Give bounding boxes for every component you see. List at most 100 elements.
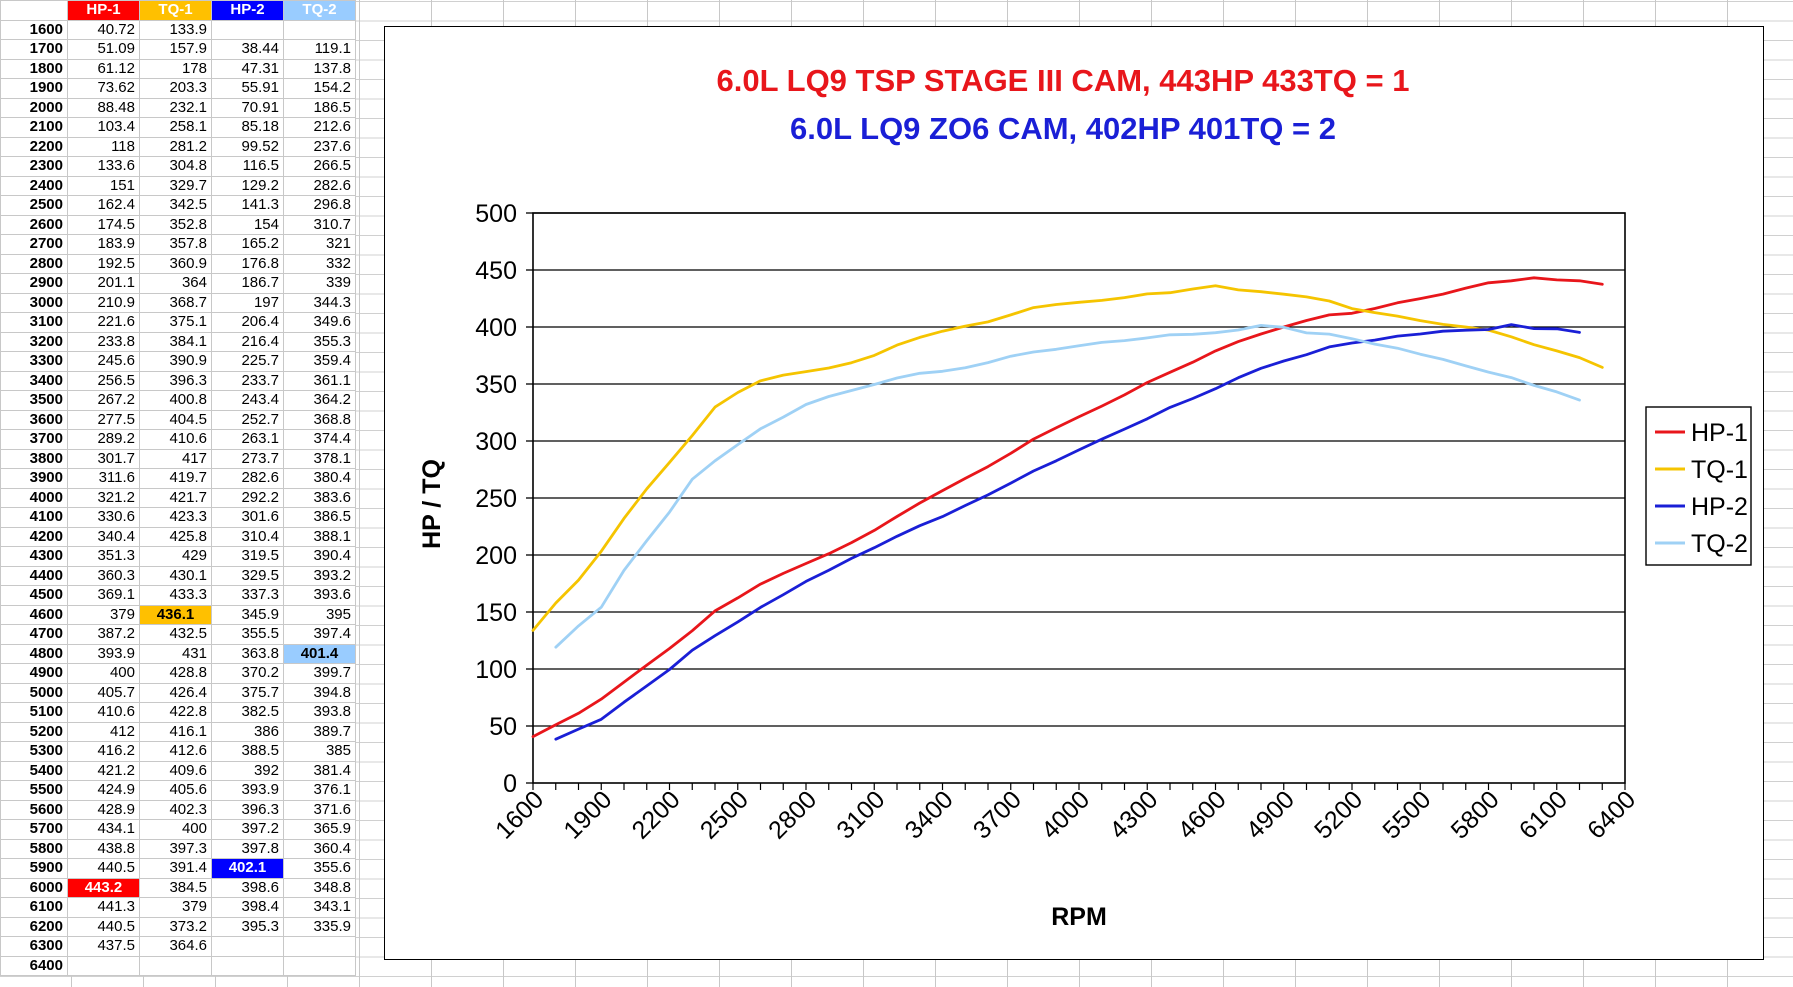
value-cell[interactable]: 355.6 [283, 858, 356, 879]
rpm-cell[interactable]: 1900 [0, 78, 68, 99]
value-cell[interactable]: 154.2 [283, 78, 356, 99]
value-cell[interactable]: 301.7 [67, 448, 140, 469]
value-cell[interactable]: 375.7 [211, 682, 284, 703]
value-cell[interactable]: 393.9 [211, 780, 284, 801]
value-cell[interactable]: 61.12 [67, 58, 140, 79]
value-cell[interactable]: 416.2 [67, 741, 140, 762]
value-cell[interactable]: 129.2 [211, 175, 284, 196]
rpm-cell[interactable]: 2100 [0, 117, 68, 138]
value-cell[interactable]: 216.4 [211, 331, 284, 352]
value-cell[interactable]: 383.6 [283, 487, 356, 508]
value-cell[interactable]: 361.1 [283, 370, 356, 391]
value-cell[interactable]: 360.9 [139, 253, 212, 274]
value-cell[interactable]: 384.1 [139, 331, 212, 352]
value-cell[interactable]: 151 [67, 175, 140, 196]
rpm-cell[interactable]: 4900 [0, 663, 68, 684]
rpm-cell[interactable]: 2800 [0, 253, 68, 274]
value-cell[interactable]: 282.6 [211, 468, 284, 489]
value-cell[interactable]: 342.5 [139, 195, 212, 216]
value-cell[interactable]: 154 [211, 214, 284, 235]
value-cell[interactable]: 258.1 [139, 117, 212, 138]
value-cell[interactable]: 192.5 [67, 253, 140, 274]
value-cell[interactable]: 380.4 [283, 468, 356, 489]
value-cell[interactable]: 443.2 [67, 877, 140, 898]
value-cell[interactable]: 393.8 [283, 702, 356, 723]
value-cell[interactable]: 396.3 [139, 370, 212, 391]
value-cell[interactable]: 421.7 [139, 487, 212, 508]
value-cell[interactable]: 400 [139, 819, 212, 840]
value-cell[interactable]: 118 [67, 136, 140, 157]
rpm-cell[interactable]: 5900 [0, 858, 68, 879]
rpm-cell[interactable]: 5200 [0, 721, 68, 742]
value-cell[interactable]: 119.1 [283, 39, 356, 60]
value-cell[interactable]: 186.7 [211, 273, 284, 294]
value-cell[interactable]: 397.3 [139, 838, 212, 859]
value-cell[interactable]: 432.5 [139, 624, 212, 645]
value-cell[interactable]: 370.2 [211, 663, 284, 684]
value-cell[interactable]: 73.62 [67, 78, 140, 99]
value-cell[interactable]: 399.7 [283, 663, 356, 684]
value-cell[interactable]: 47.31 [211, 58, 284, 79]
value-cell[interactable]: 437.5 [67, 936, 140, 957]
value-cell[interactable]: 424.9 [67, 780, 140, 801]
value-cell[interactable]: 210.9 [67, 292, 140, 313]
value-cell[interactable] [283, 936, 356, 957]
value-cell[interactable]: 282.6 [283, 175, 356, 196]
value-cell[interactable]: 38.44 [211, 39, 284, 60]
rpm-cell[interactable]: 4500 [0, 585, 68, 606]
value-cell[interactable]: 409.6 [139, 760, 212, 781]
value-cell[interactable]: 416.1 [139, 721, 212, 742]
value-cell[interactable]: 376.1 [283, 780, 356, 801]
rpm-cell[interactable]: 6400 [0, 955, 68, 976]
value-cell[interactable]: 365.9 [283, 819, 356, 840]
value-cell[interactable]: 340.4 [67, 526, 140, 547]
value-cell[interactable]: 426.4 [139, 682, 212, 703]
value-cell[interactable]: 263.1 [211, 429, 284, 450]
value-cell[interactable]: 256.5 [67, 370, 140, 391]
value-cell[interactable]: 201.1 [67, 273, 140, 294]
header-cell-tq2[interactable]: TQ-2 [283, 0, 356, 21]
value-cell[interactable]: 381.4 [283, 760, 356, 781]
value-cell[interactable]: 176.8 [211, 253, 284, 274]
value-cell[interactable]: 345.9 [211, 604, 284, 625]
value-cell[interactable]: 337.3 [211, 585, 284, 606]
value-cell[interactable]: 398.6 [211, 877, 284, 898]
value-cell[interactable]: 133.9 [139, 19, 212, 40]
header-cell-tq1[interactable]: TQ-1 [139, 0, 212, 21]
value-cell[interactable] [211, 936, 284, 957]
value-cell[interactable]: 221.6 [67, 312, 140, 333]
value-cell[interactable]: 386 [211, 721, 284, 742]
value-cell[interactable]: 388.1 [283, 526, 356, 547]
value-cell[interactable]: 410.6 [139, 429, 212, 450]
value-cell[interactable]: 310.7 [283, 214, 356, 235]
value-cell[interactable]: 165.2 [211, 234, 284, 255]
value-cell[interactable]: 390.4 [283, 546, 356, 567]
value-cell[interactable]: 266.5 [283, 156, 356, 177]
value-cell[interactable]: 397.2 [211, 819, 284, 840]
value-cell[interactable]: 363.8 [211, 643, 284, 664]
value-cell[interactable]: 436.1 [139, 604, 212, 625]
value-cell[interactable]: 273.7 [211, 448, 284, 469]
value-cell[interactable]: 233.7 [211, 370, 284, 391]
value-cell[interactable]: 369.1 [67, 585, 140, 606]
value-cell[interactable]: 428.9 [67, 799, 140, 820]
value-cell[interactable] [67, 955, 140, 976]
value-cell[interactable] [211, 955, 284, 976]
value-cell[interactable]: 398.4 [211, 897, 284, 918]
value-cell[interactable]: 434.1 [67, 819, 140, 840]
value-cell[interactable]: 267.2 [67, 390, 140, 411]
value-cell[interactable]: 438.8 [67, 838, 140, 859]
rpm-cell[interactable]: 1700 [0, 39, 68, 60]
rpm-cell[interactable]: 2900 [0, 273, 68, 294]
value-cell[interactable]: 292.2 [211, 487, 284, 508]
value-cell[interactable]: 339 [283, 273, 356, 294]
value-cell[interactable]: 349.6 [283, 312, 356, 333]
value-cell[interactable]: 344.3 [283, 292, 356, 313]
rpm-cell[interactable]: 5800 [0, 838, 68, 859]
value-cell[interactable]: 289.2 [67, 429, 140, 450]
value-cell[interactable]: 332 [283, 253, 356, 274]
value-cell[interactable]: 375.1 [139, 312, 212, 333]
rpm-cell[interactable]: 2400 [0, 175, 68, 196]
value-cell[interactable]: 351.3 [67, 546, 140, 567]
value-cell[interactable]: 245.6 [67, 351, 140, 372]
